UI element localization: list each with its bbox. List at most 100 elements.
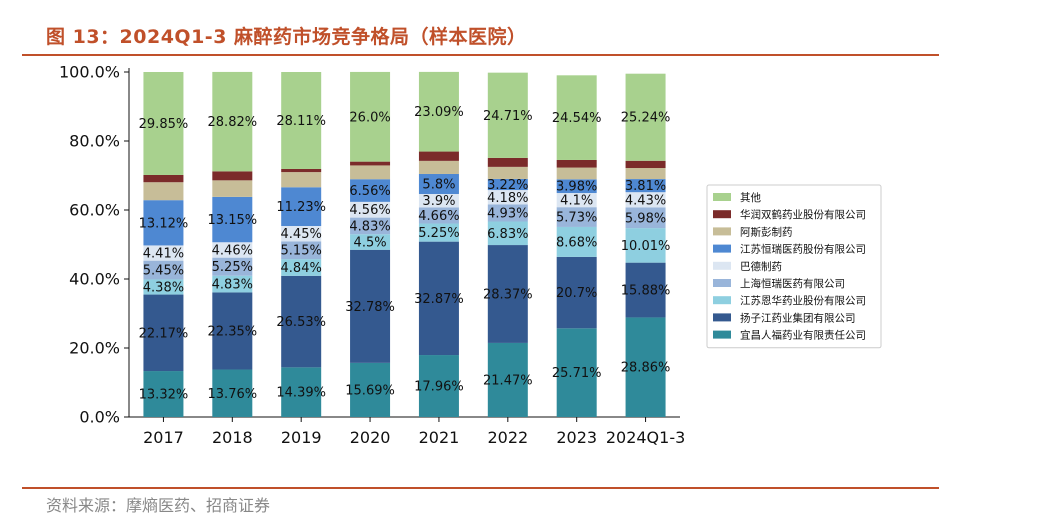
source-note: 资料来源：摩熵医药、招商证券 bbox=[46, 496, 271, 515]
data-label: 25.71% bbox=[552, 366, 602, 381]
bars bbox=[143, 71, 666, 417]
bar-segment bbox=[418, 355, 459, 417]
bar-segment bbox=[212, 171, 253, 181]
data-label: 25.24% bbox=[621, 111, 671, 126]
bar-segment bbox=[625, 73, 666, 161]
bar-segment bbox=[625, 179, 666, 193]
bar-segment bbox=[625, 168, 666, 180]
data-label: 4.38% bbox=[143, 281, 184, 296]
bar-segment bbox=[281, 72, 322, 169]
bar-segment bbox=[212, 275, 253, 293]
data-label: 28.11% bbox=[276, 114, 326, 129]
bar-segment bbox=[143, 371, 184, 417]
legend-swatch bbox=[713, 279, 731, 287]
bar-segment bbox=[625, 317, 666, 417]
data-label: 20.7% bbox=[556, 286, 597, 301]
bar-segment bbox=[350, 165, 391, 180]
data-label: 26.53% bbox=[276, 315, 326, 330]
bar-segment bbox=[418, 151, 459, 161]
data-label: 4.45% bbox=[281, 227, 322, 242]
bar-segment bbox=[418, 207, 459, 224]
bar-segment bbox=[212, 369, 253, 417]
legend-label: 巴德制药 bbox=[740, 260, 782, 273]
data-label: 22.17% bbox=[139, 326, 189, 341]
bar-segment bbox=[487, 245, 528, 343]
legend-label: 扬子江药业集团有限公司 bbox=[740, 311, 856, 324]
legend-box bbox=[706, 184, 882, 349]
data-label: 32.87% bbox=[414, 292, 464, 307]
bar-segment bbox=[556, 75, 597, 160]
bar-segment bbox=[556, 226, 597, 257]
legend-swatch bbox=[713, 330, 731, 339]
y-tick-label: 80.0% bbox=[69, 132, 120, 151]
x-tick-label: 2017 bbox=[143, 428, 184, 447]
legend-swatch bbox=[713, 244, 731, 253]
data-label: 24.71% bbox=[483, 109, 533, 124]
bar-segment bbox=[625, 160, 666, 169]
bar-segment bbox=[418, 241, 459, 356]
bar-segment bbox=[212, 257, 253, 276]
data-label: 6.83% bbox=[487, 227, 528, 242]
bar-segment bbox=[487, 342, 528, 417]
data-label: 14.39% bbox=[276, 386, 326, 401]
data-label: 5.98% bbox=[625, 211, 666, 226]
data-label: 4.84% bbox=[281, 261, 322, 276]
data-label: 5.8% bbox=[422, 177, 455, 192]
legend: 其他华润双鹤药业股份有限公司阿斯彭制药江苏恒瑞医药股份有限公司巴德制药上海恒瑞医… bbox=[706, 184, 882, 349]
bar-segment bbox=[281, 168, 322, 173]
bar-segment bbox=[556, 159, 597, 168]
bar-segment bbox=[418, 193, 459, 208]
legend-swatch bbox=[713, 261, 731, 270]
bar-segment bbox=[281, 187, 322, 227]
data-label: 13.76% bbox=[208, 387, 258, 402]
bar-segment bbox=[212, 71, 253, 172]
bar-segment bbox=[350, 234, 391, 250]
legend-label: 江苏恩华药业股份有限公司 bbox=[740, 294, 866, 307]
axes: 0.0% 20.0% 40.0% 60.0% 80.0% 100.0% 2017 2018 20… bbox=[59, 63, 685, 448]
bar-segment bbox=[212, 180, 253, 197]
x-tick-label: 2018 bbox=[212, 428, 253, 447]
x-tick-label: 2022 bbox=[487, 428, 528, 447]
y-tick-label: 20.0% bbox=[69, 339, 120, 358]
bar-segment bbox=[556, 328, 597, 417]
bar-segment bbox=[143, 279, 184, 295]
bar-segment bbox=[487, 204, 528, 222]
data-label: 15.88% bbox=[621, 284, 671, 299]
data-label: 13.15% bbox=[208, 213, 258, 228]
bar-segment bbox=[418, 71, 459, 152]
data-label: 5.45% bbox=[143, 264, 184, 279]
y-tick-label: 100.0% bbox=[59, 63, 120, 82]
legend-label: 上海恒瑞医药有限公司 bbox=[740, 277, 845, 290]
legend-label: 江苏恒瑞医药股份有限公司 bbox=[740, 243, 866, 256]
data-label: 3.81% bbox=[625, 179, 666, 194]
data-label: 5.25% bbox=[212, 260, 253, 275]
bar-segment bbox=[281, 275, 322, 368]
bar-segment bbox=[350, 161, 391, 166]
bar-segment bbox=[418, 173, 459, 194]
legend-label: 其他 bbox=[740, 191, 761, 204]
data-label: 28.37% bbox=[483, 287, 533, 302]
bar-segment bbox=[350, 201, 391, 218]
bar-segment bbox=[487, 190, 528, 205]
bar-segment bbox=[350, 249, 391, 363]
legend-label: 宜昌人福药业有限责任公司 bbox=[740, 329, 866, 342]
data-label: 4.66% bbox=[418, 209, 459, 224]
bar-segment bbox=[143, 174, 184, 183]
bar-segment bbox=[350, 71, 391, 162]
data-label: 11.23% bbox=[276, 200, 326, 215]
data-label: 26.0% bbox=[349, 110, 390, 125]
data-label: 4.83% bbox=[349, 219, 390, 234]
data-label: 5.73% bbox=[556, 211, 597, 226]
bar-segment bbox=[625, 228, 666, 263]
data-label: 3.98% bbox=[556, 180, 597, 195]
legend-label: 阿斯彭制药 bbox=[740, 225, 793, 238]
data-label: 28.82% bbox=[208, 115, 258, 130]
bar-segment bbox=[281, 226, 322, 242]
data-label: 4.83% bbox=[212, 278, 253, 293]
data-label: 3.22% bbox=[487, 178, 528, 193]
y-tick-label: 40.0% bbox=[69, 270, 120, 289]
x-tick-label: 2024Q1-3 bbox=[606, 428, 685, 447]
bar-segment bbox=[350, 179, 391, 202]
source-divider bbox=[22, 487, 939, 489]
